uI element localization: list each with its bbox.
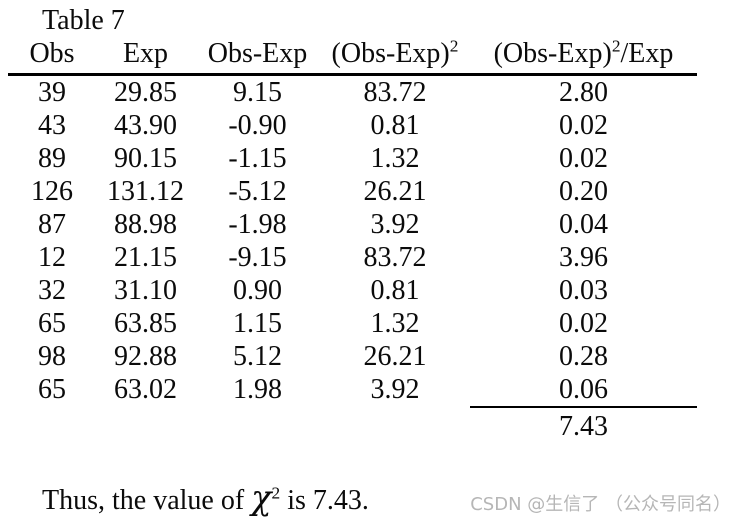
header-text: (Obs-Exp) [493, 38, 612, 69]
table-cell: 0.04 [559, 208, 608, 240]
table-cell: 3.96 [559, 241, 608, 273]
csdn-watermark: CSDN @生信了 （公众号同名） [470, 494, 731, 515]
column-header-obs-minus-exp: Obs-Exp [195, 38, 320, 76]
header-text: (Obs-Exp) [331, 38, 450, 69]
table-cell: 90.15 [114, 142, 177, 174]
table-cell: -1.15 [228, 142, 287, 174]
table-cell: 12 [38, 241, 66, 273]
total-row: 7.43 [8, 407, 697, 446]
table-cell: 0.28 [559, 340, 608, 372]
table-cell: 29.85 [114, 76, 177, 108]
table-row: 65 63.02 1.98 3.92 0.06 [8, 373, 697, 408]
table-cell: 0.81 [370, 274, 420, 306]
column-header-exp: Exp [96, 38, 195, 76]
table-cell: 43 [38, 109, 66, 141]
table-cell: 92.88 [114, 340, 177, 372]
table-row: 43 43.90 -0.90 0.81 0.02 [8, 109, 697, 142]
table-cell: 0.90 [233, 274, 282, 306]
empty-cell [8, 407, 96, 446]
table-cell: 65 [38, 307, 66, 339]
table-row: 89 90.15 -1.15 1.32 0.02 [8, 142, 697, 175]
conclusion-sentence: Thus, the value of χ2 is 7.43. [42, 478, 369, 517]
column-header-obs: Obs [8, 38, 96, 76]
table-row: 65 63.85 1.15 1.32 0.02 [8, 307, 697, 340]
table-cell: -0.90 [228, 109, 287, 141]
table-cell: 5.12 [233, 340, 282, 372]
table-cell: 39 [38, 76, 66, 108]
table-row: 126 131.12 -5.12 26.21 0.20 [8, 175, 697, 208]
header-row: Obs Exp Obs-Exp (Obs-Exp)2 (Obs-Exp)2/Ex… [8, 36, 697, 76]
table-cell: 31.10 [114, 274, 177, 306]
table-cell: 1.32 [370, 307, 420, 339]
table-cell: 43.90 [114, 109, 177, 141]
table-cell: 63.85 [114, 307, 177, 339]
table-title: Table 7 [42, 5, 125, 36]
table-cell: 65 [38, 374, 66, 405]
header-text: Exp [122, 38, 169, 69]
table-cell: 1.15 [233, 307, 282, 339]
table-cell: 1.32 [370, 142, 420, 174]
table-cell: 88.98 [114, 208, 177, 240]
empty-cell [96, 407, 195, 446]
table-cell: 21.15 [114, 241, 177, 273]
table-cell: 26.21 [363, 340, 427, 372]
header-text: Obs [29, 38, 75, 69]
table-cell-above-total-rule: 0.06 [470, 373, 697, 408]
table-cell: 0.02 [559, 109, 608, 141]
table-cell: 98 [38, 340, 66, 372]
empty-cell [195, 407, 320, 446]
table-cell: 0.02 [559, 307, 608, 339]
header-text: /Exp [620, 38, 674, 69]
table-cell: 0.02 [559, 142, 608, 174]
column-header-obs-minus-exp-squared: (Obs-Exp)2 [320, 36, 470, 76]
table-cell: 32 [38, 274, 66, 306]
table-cell: 3.92 [370, 374, 420, 405]
chi-square-table: Obs Exp Obs-Exp (Obs-Exp)2 (Obs-Exp)2/Ex… [8, 36, 697, 446]
header-superscript: 2 [611, 36, 621, 56]
table-cell: -5.12 [228, 175, 287, 207]
column-header-obs-minus-exp-squared-over-exp: (Obs-Exp)2/Exp [470, 36, 697, 76]
total-value: 7.43 [559, 411, 608, 442]
table-row: 32 31.10 0.90 0.81 0.03 [8, 274, 697, 307]
conclusion-prefix: Thus, the value of [42, 485, 252, 516]
table-cell: -1.98 [228, 208, 287, 240]
table-cell: -9.15 [228, 241, 287, 273]
table-cell: 9.15 [233, 76, 282, 108]
conclusion-suffix: is 7.43. [280, 485, 369, 516]
table-cell: 83.72 [363, 76, 427, 108]
chi-symbol: χ [251, 478, 272, 517]
table-cell: 0.03 [559, 274, 608, 306]
table-cell: 2.80 [559, 76, 608, 108]
table-cell: 1.98 [233, 374, 282, 405]
table-row: 12 21.15 -9.15 83.72 3.96 [8, 241, 697, 274]
table-row: 98 92.88 5.12 26.21 0.28 [8, 340, 697, 373]
table-cell: 26.21 [363, 175, 427, 207]
table-cell: 3.92 [370, 208, 420, 240]
table-cell: 83.72 [363, 241, 427, 273]
table-row: 87 88.98 -1.98 3.92 0.04 [8, 208, 697, 241]
header-text: Obs-Exp [207, 38, 308, 69]
table-cell: 87 [38, 208, 66, 240]
table-cell: 89 [38, 142, 66, 174]
header-superscript: 2 [449, 36, 459, 56]
table-cell: 63.02 [114, 374, 177, 405]
table-cell: 126 [31, 175, 73, 207]
table-cell: 0.81 [370, 109, 420, 141]
table-cell: 131.12 [107, 175, 184, 207]
empty-cell [320, 407, 470, 446]
table-cell: 0.20 [559, 175, 608, 207]
table-row: 39 29.85 9.15 83.72 2.80 [8, 75, 697, 110]
chi-superscript: 2 [271, 483, 281, 503]
